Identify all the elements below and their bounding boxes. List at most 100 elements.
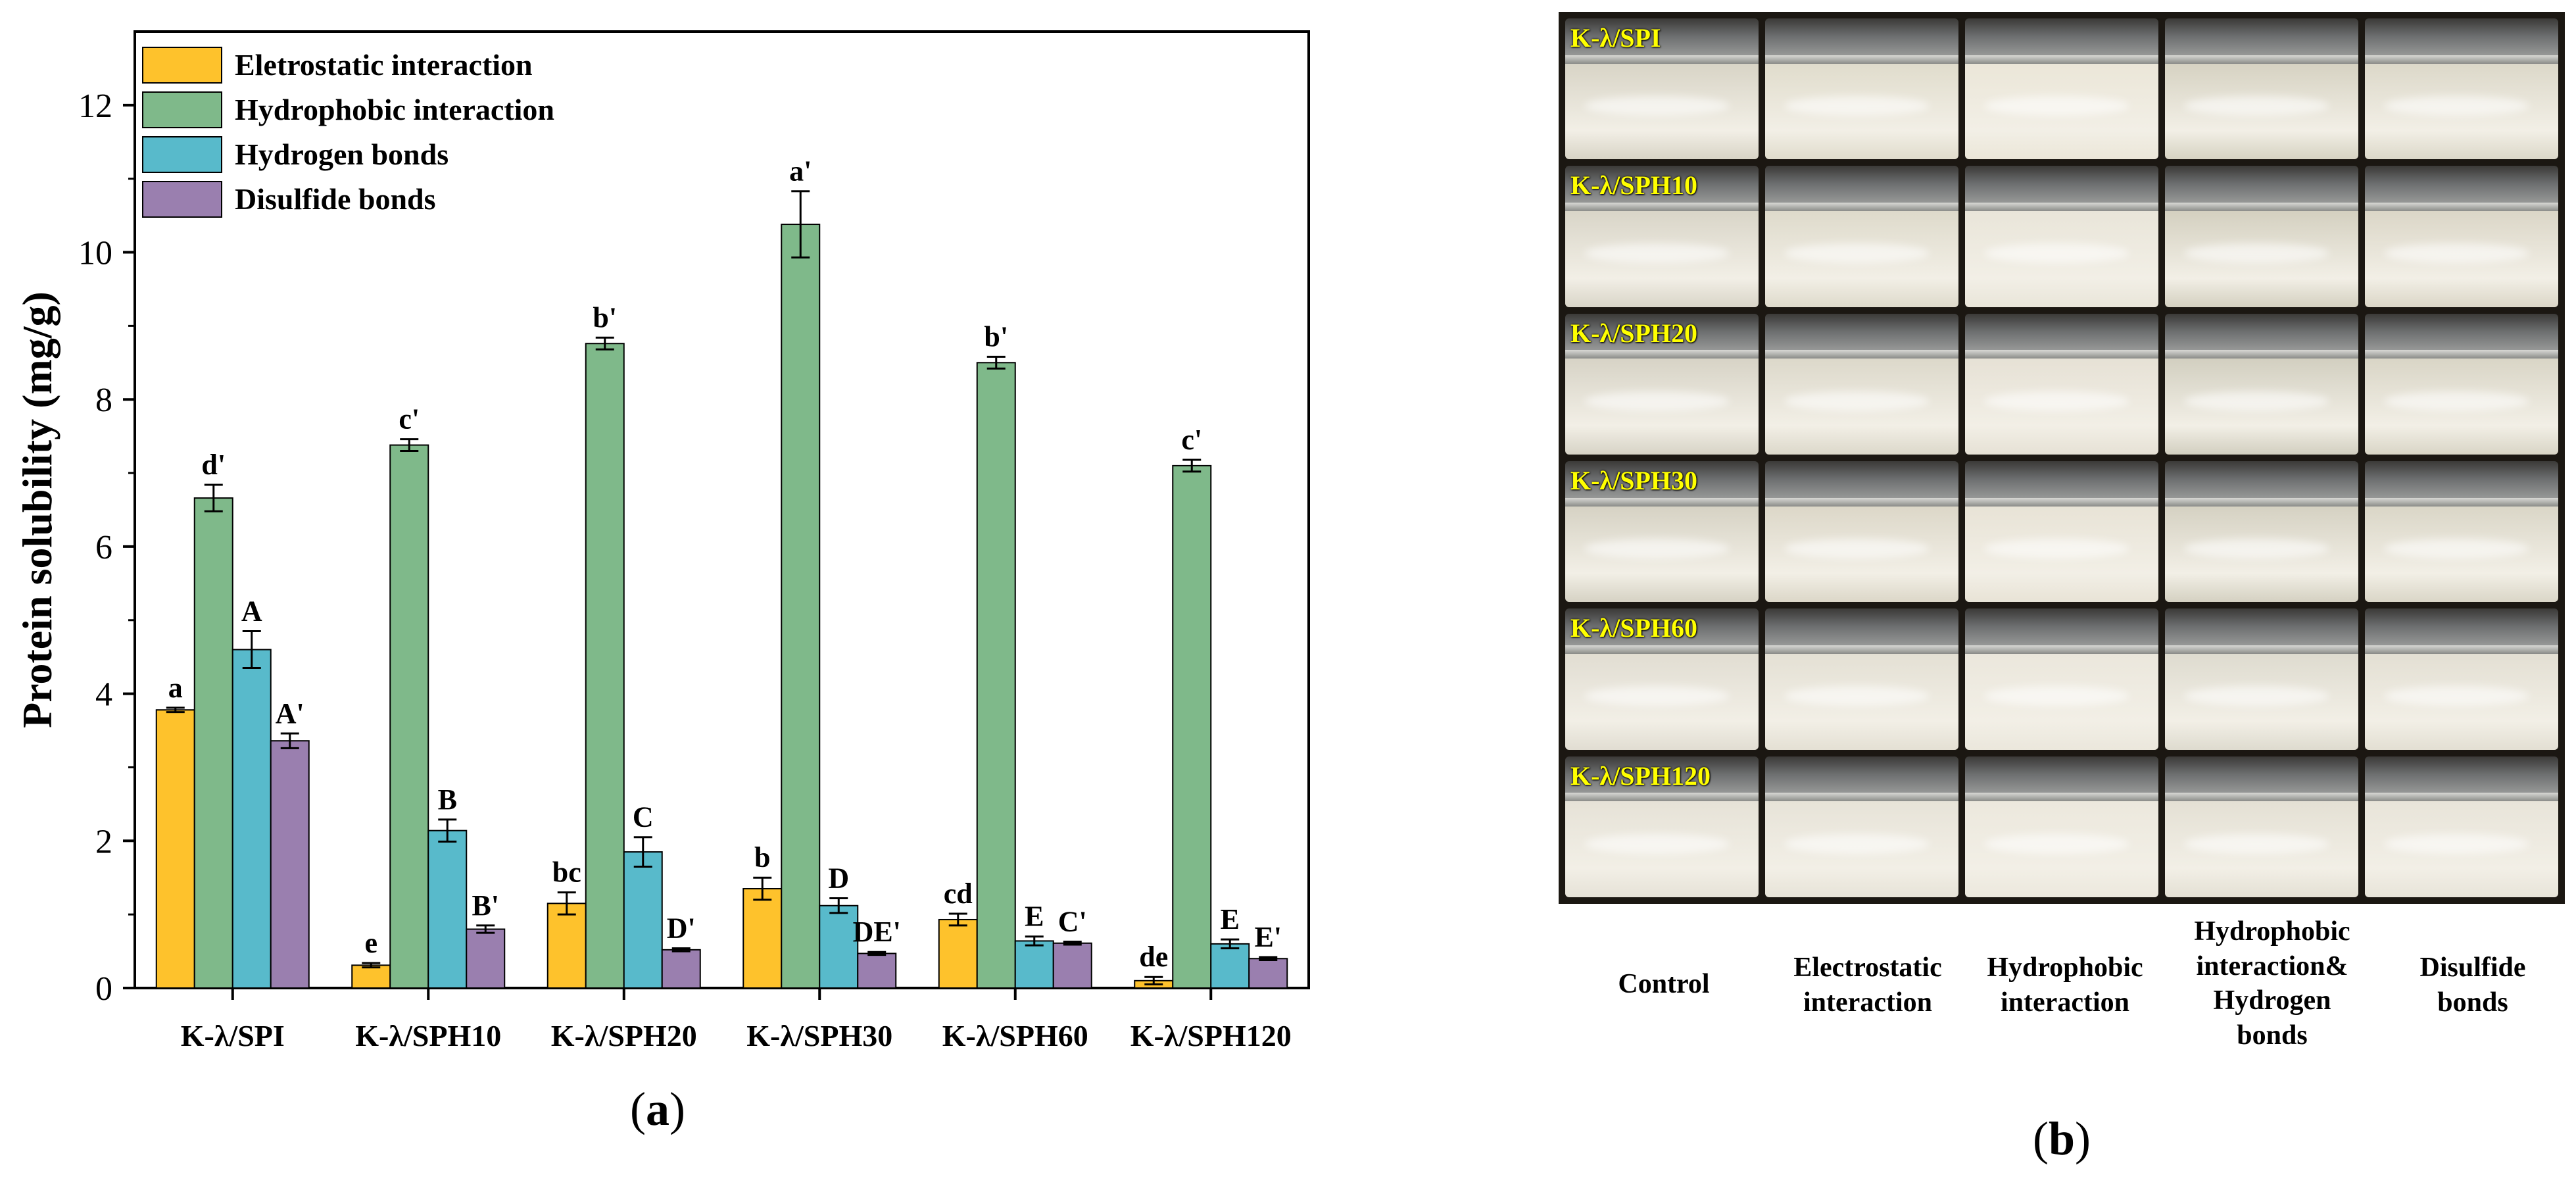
row-label: K-λ/SPH120: [1570, 760, 1711, 791]
gel-swirl: [1784, 833, 1930, 854]
y-tick-label: 6: [95, 529, 112, 566]
significance-label: b: [754, 841, 770, 874]
vial-photo: [2165, 608, 2358, 750]
gel-swirl: [2384, 833, 2529, 854]
gel-swirl: [1984, 833, 2129, 854]
vial-photo: [2365, 461, 2558, 603]
vial-photo: [1965, 166, 2158, 307]
significance-label: e: [364, 927, 377, 959]
gel-swirl: [2384, 95, 2529, 116]
vial-rim: [1965, 55, 2158, 64]
vial-photo: [2165, 166, 2358, 307]
panel-label-b: (b): [2032, 1112, 2091, 1165]
significance-label: a: [168, 672, 183, 704]
bar: [1248, 958, 1288, 989]
vial-photo: [1765, 313, 1958, 455]
vial-photo: [2365, 166, 2558, 307]
gel-swirl: [2184, 538, 2329, 558]
column-label: Hydrophobic interaction: [1966, 951, 2164, 1020]
bar: [781, 224, 821, 989]
vial-photo: [1765, 461, 1958, 603]
gel-swirl: [1784, 391, 1930, 411]
x-tick-label: K-λ/SPH60: [942, 1019, 1088, 1052]
significance-label: E: [1025, 901, 1044, 933]
legend-label: Eletrostatic interaction: [235, 48, 533, 82]
significance-label: B: [438, 783, 457, 816]
y-tick-label: 10: [78, 235, 112, 272]
column-label-line: interaction: [1803, 987, 1932, 1018]
bar: [389, 444, 429, 989]
significance-label: D: [828, 862, 849, 895]
significance-label: bc: [552, 856, 581, 889]
significance-label: c': [1181, 424, 1202, 456]
gel-swirl: [1784, 243, 1930, 264]
bar: [1210, 943, 1250, 989]
vial-rim: [2365, 645, 2558, 654]
bar: [623, 851, 663, 989]
legend-swatch: [142, 181, 222, 218]
vial-rim: [1565, 793, 1759, 802]
gel-swirl: [1584, 243, 1730, 264]
column-label: Disulfide bonds: [2374, 951, 2571, 1020]
significance-label: d': [201, 449, 226, 481]
vial-photo: [1765, 18, 1958, 160]
bar: [466, 928, 506, 989]
significance-label: C: [633, 801, 654, 833]
bar: [938, 918, 978, 989]
bar: [1172, 464, 1212, 989]
significance-label: E: [1221, 903, 1240, 935]
vial-photo: [2365, 18, 2558, 160]
vial-rim: [2365, 350, 2558, 359]
bar-chart: 0 2 4 6 8 10 12 Protein solubility (mg/g) a d' A A'…: [14, 30, 1310, 1135]
y-tick-label: 2: [95, 823, 112, 860]
significance-label: de: [1139, 941, 1168, 973]
bar: [351, 964, 391, 989]
column-label: Control: [1565, 967, 1762, 1002]
legend-swatch: [142, 47, 222, 84]
gel-swirl: [1984, 686, 2129, 706]
y-tick-label: 12: [78, 87, 112, 125]
vial-photo: K-λ/SPH120: [1565, 756, 1759, 897]
significance-label: c': [399, 403, 420, 435]
row-label: K-λ/SPH20: [1570, 318, 1697, 348]
gel-swirl: [2184, 95, 2329, 116]
column-label-line: Hydrogen: [2213, 985, 2331, 1016]
vial-rim: [1565, 55, 1759, 64]
column-label-line: Electrostatic: [1793, 953, 1942, 983]
bar: [547, 903, 587, 989]
row-label: K-λ/SPH30: [1570, 466, 1697, 495]
vial-rim: [1965, 645, 2158, 654]
column-label-line: Hydrophobic: [1987, 953, 2143, 983]
gel-swirl: [2384, 686, 2529, 706]
gel-swirl: [1584, 538, 1730, 558]
gel-swirl: [1584, 95, 1730, 116]
y-tick-label: 0: [95, 970, 112, 1008]
vial-rim: [1965, 203, 2158, 211]
significance-label: A': [276, 697, 304, 730]
vial-rim: [1765, 497, 1958, 507]
vial-rim: [2365, 55, 2558, 64]
bar: [270, 740, 310, 989]
vial-photo: [1965, 18, 2158, 160]
significance-label: DE': [853, 916, 901, 948]
gel-swirl: [1784, 538, 1930, 558]
plot-layer: 0 2 4 6 8 10 12 Protein solubility (mg/g) a d' A A'…: [14, 30, 1310, 1052]
column-label-line: interaction&: [2196, 951, 2348, 981]
bar: [661, 949, 701, 989]
x-tick-label: K-λ/SPH30: [746, 1019, 892, 1052]
y-tick-label: 4: [95, 676, 112, 714]
vial-photo: K-λ/SPH20: [1565, 313, 1759, 455]
vial-photo: [1765, 166, 1958, 307]
column-label: Electrostatic interaction: [1769, 951, 1966, 1020]
gel-swirl: [1784, 95, 1930, 116]
vial-rim: [2165, 203, 2358, 211]
vial-rim: [1565, 350, 1759, 359]
bar: [585, 343, 625, 989]
significance-label: a': [789, 155, 812, 187]
vial-rim: [2365, 497, 2558, 507]
gel-swirl: [1984, 243, 2129, 264]
bar: [193, 497, 233, 989]
bar: [155, 709, 195, 989]
gel-swirl: [1984, 391, 2129, 411]
x-tick-label: K-λ/SPH20: [551, 1019, 697, 1052]
